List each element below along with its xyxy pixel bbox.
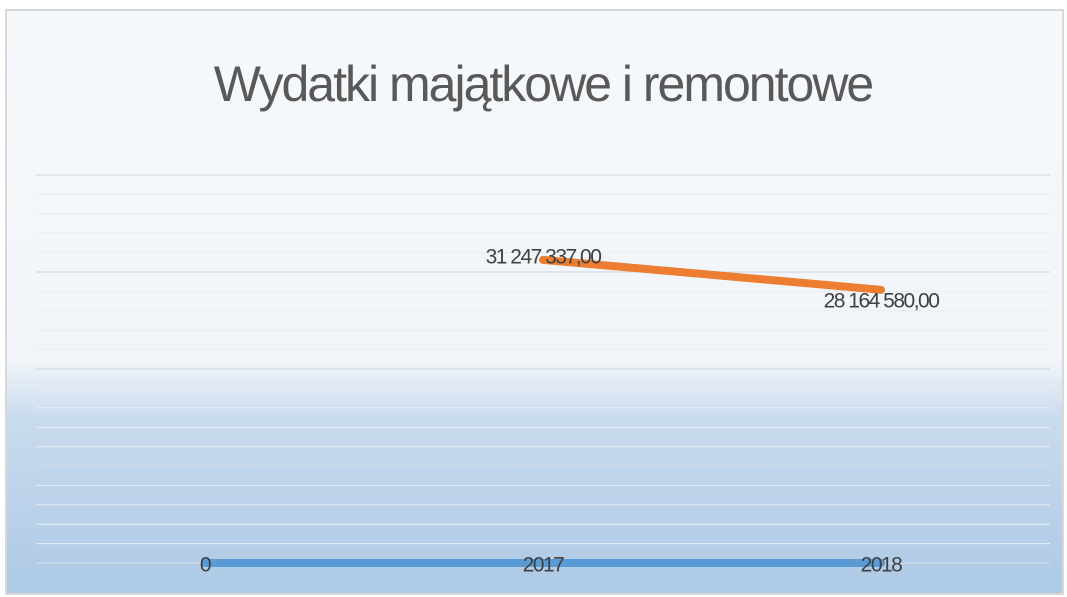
data-label: 2017	[523, 554, 565, 577]
chart-title: Wydatki majątkowe i remontowe	[214, 56, 873, 112]
data-label: 28 164 580,00	[824, 289, 940, 312]
chart-area	[5, 9, 1064, 595]
series-line	[539, 255, 885, 294]
data-label: 2018	[861, 554, 903, 577]
data-label: 0	[200, 554, 211, 577]
data-label: 31 247 337,00	[486, 245, 602, 268]
